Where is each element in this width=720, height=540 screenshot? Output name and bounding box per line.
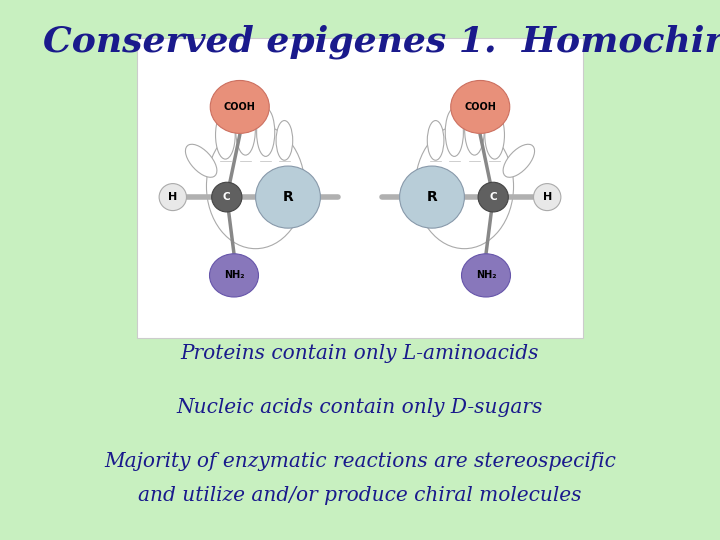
Ellipse shape — [534, 184, 561, 211]
Ellipse shape — [215, 111, 235, 159]
Ellipse shape — [210, 80, 269, 133]
Ellipse shape — [485, 111, 505, 159]
Text: and utilize and/or produce chiral molecules: and utilize and/or produce chiral molecu… — [138, 486, 582, 505]
Ellipse shape — [445, 108, 464, 157]
Text: NH₂: NH₂ — [224, 271, 244, 280]
Ellipse shape — [427, 120, 444, 160]
Text: H: H — [543, 192, 552, 202]
Text: Proteins contain only L-aminoacids: Proteins contain only L-aminoacids — [181, 344, 539, 363]
Text: COOH: COOH — [224, 102, 256, 112]
Text: Conserved epigenes 1.  Homochirality: Conserved epigenes 1. Homochirality — [43, 24, 720, 59]
Text: NH₂: NH₂ — [476, 271, 496, 280]
Ellipse shape — [207, 124, 305, 248]
Ellipse shape — [210, 254, 258, 297]
Text: Nucleic acids contain only D-sugars: Nucleic acids contain only D-sugars — [177, 398, 543, 417]
Ellipse shape — [159, 184, 186, 211]
Ellipse shape — [400, 166, 464, 228]
Text: C: C — [490, 192, 497, 202]
Ellipse shape — [478, 183, 508, 212]
Ellipse shape — [503, 144, 534, 177]
Ellipse shape — [464, 104, 485, 155]
Ellipse shape — [415, 124, 513, 248]
Ellipse shape — [276, 120, 293, 160]
Text: H: H — [168, 192, 177, 202]
FancyBboxPatch shape — [137, 38, 583, 338]
Text: C: C — [223, 192, 230, 202]
Ellipse shape — [256, 166, 320, 228]
Ellipse shape — [451, 80, 510, 133]
Text: R: R — [427, 190, 437, 204]
Ellipse shape — [186, 144, 217, 177]
Text: R: R — [283, 190, 293, 204]
Text: COOH: COOH — [464, 102, 496, 112]
Ellipse shape — [462, 254, 510, 297]
Ellipse shape — [256, 108, 275, 157]
Ellipse shape — [212, 183, 242, 212]
Text: Majority of enzymatic reactions are stereospecific: Majority of enzymatic reactions are ster… — [104, 452, 616, 471]
Ellipse shape — [235, 104, 256, 155]
